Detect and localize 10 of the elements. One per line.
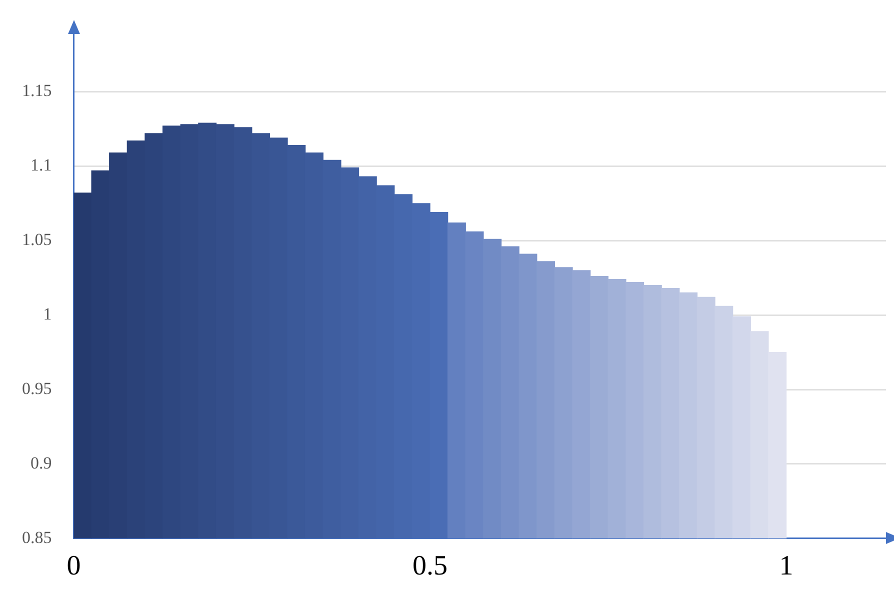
y-tick-label: 1.15 xyxy=(22,81,52,100)
y-tick-label: 0.9 xyxy=(30,453,52,472)
x-tick-label: 1 xyxy=(779,550,794,582)
y-tick-label: 0.85 xyxy=(22,528,52,547)
x-tick-label: 0.5 xyxy=(412,550,448,582)
y-tick-label: 0.95 xyxy=(22,378,52,398)
y-tick-label: 1.1 xyxy=(30,156,52,175)
y-tick-label: 1 xyxy=(43,304,52,324)
x-tick-label: 0 xyxy=(66,550,81,582)
y-tick-label: 1.05 xyxy=(22,230,52,250)
